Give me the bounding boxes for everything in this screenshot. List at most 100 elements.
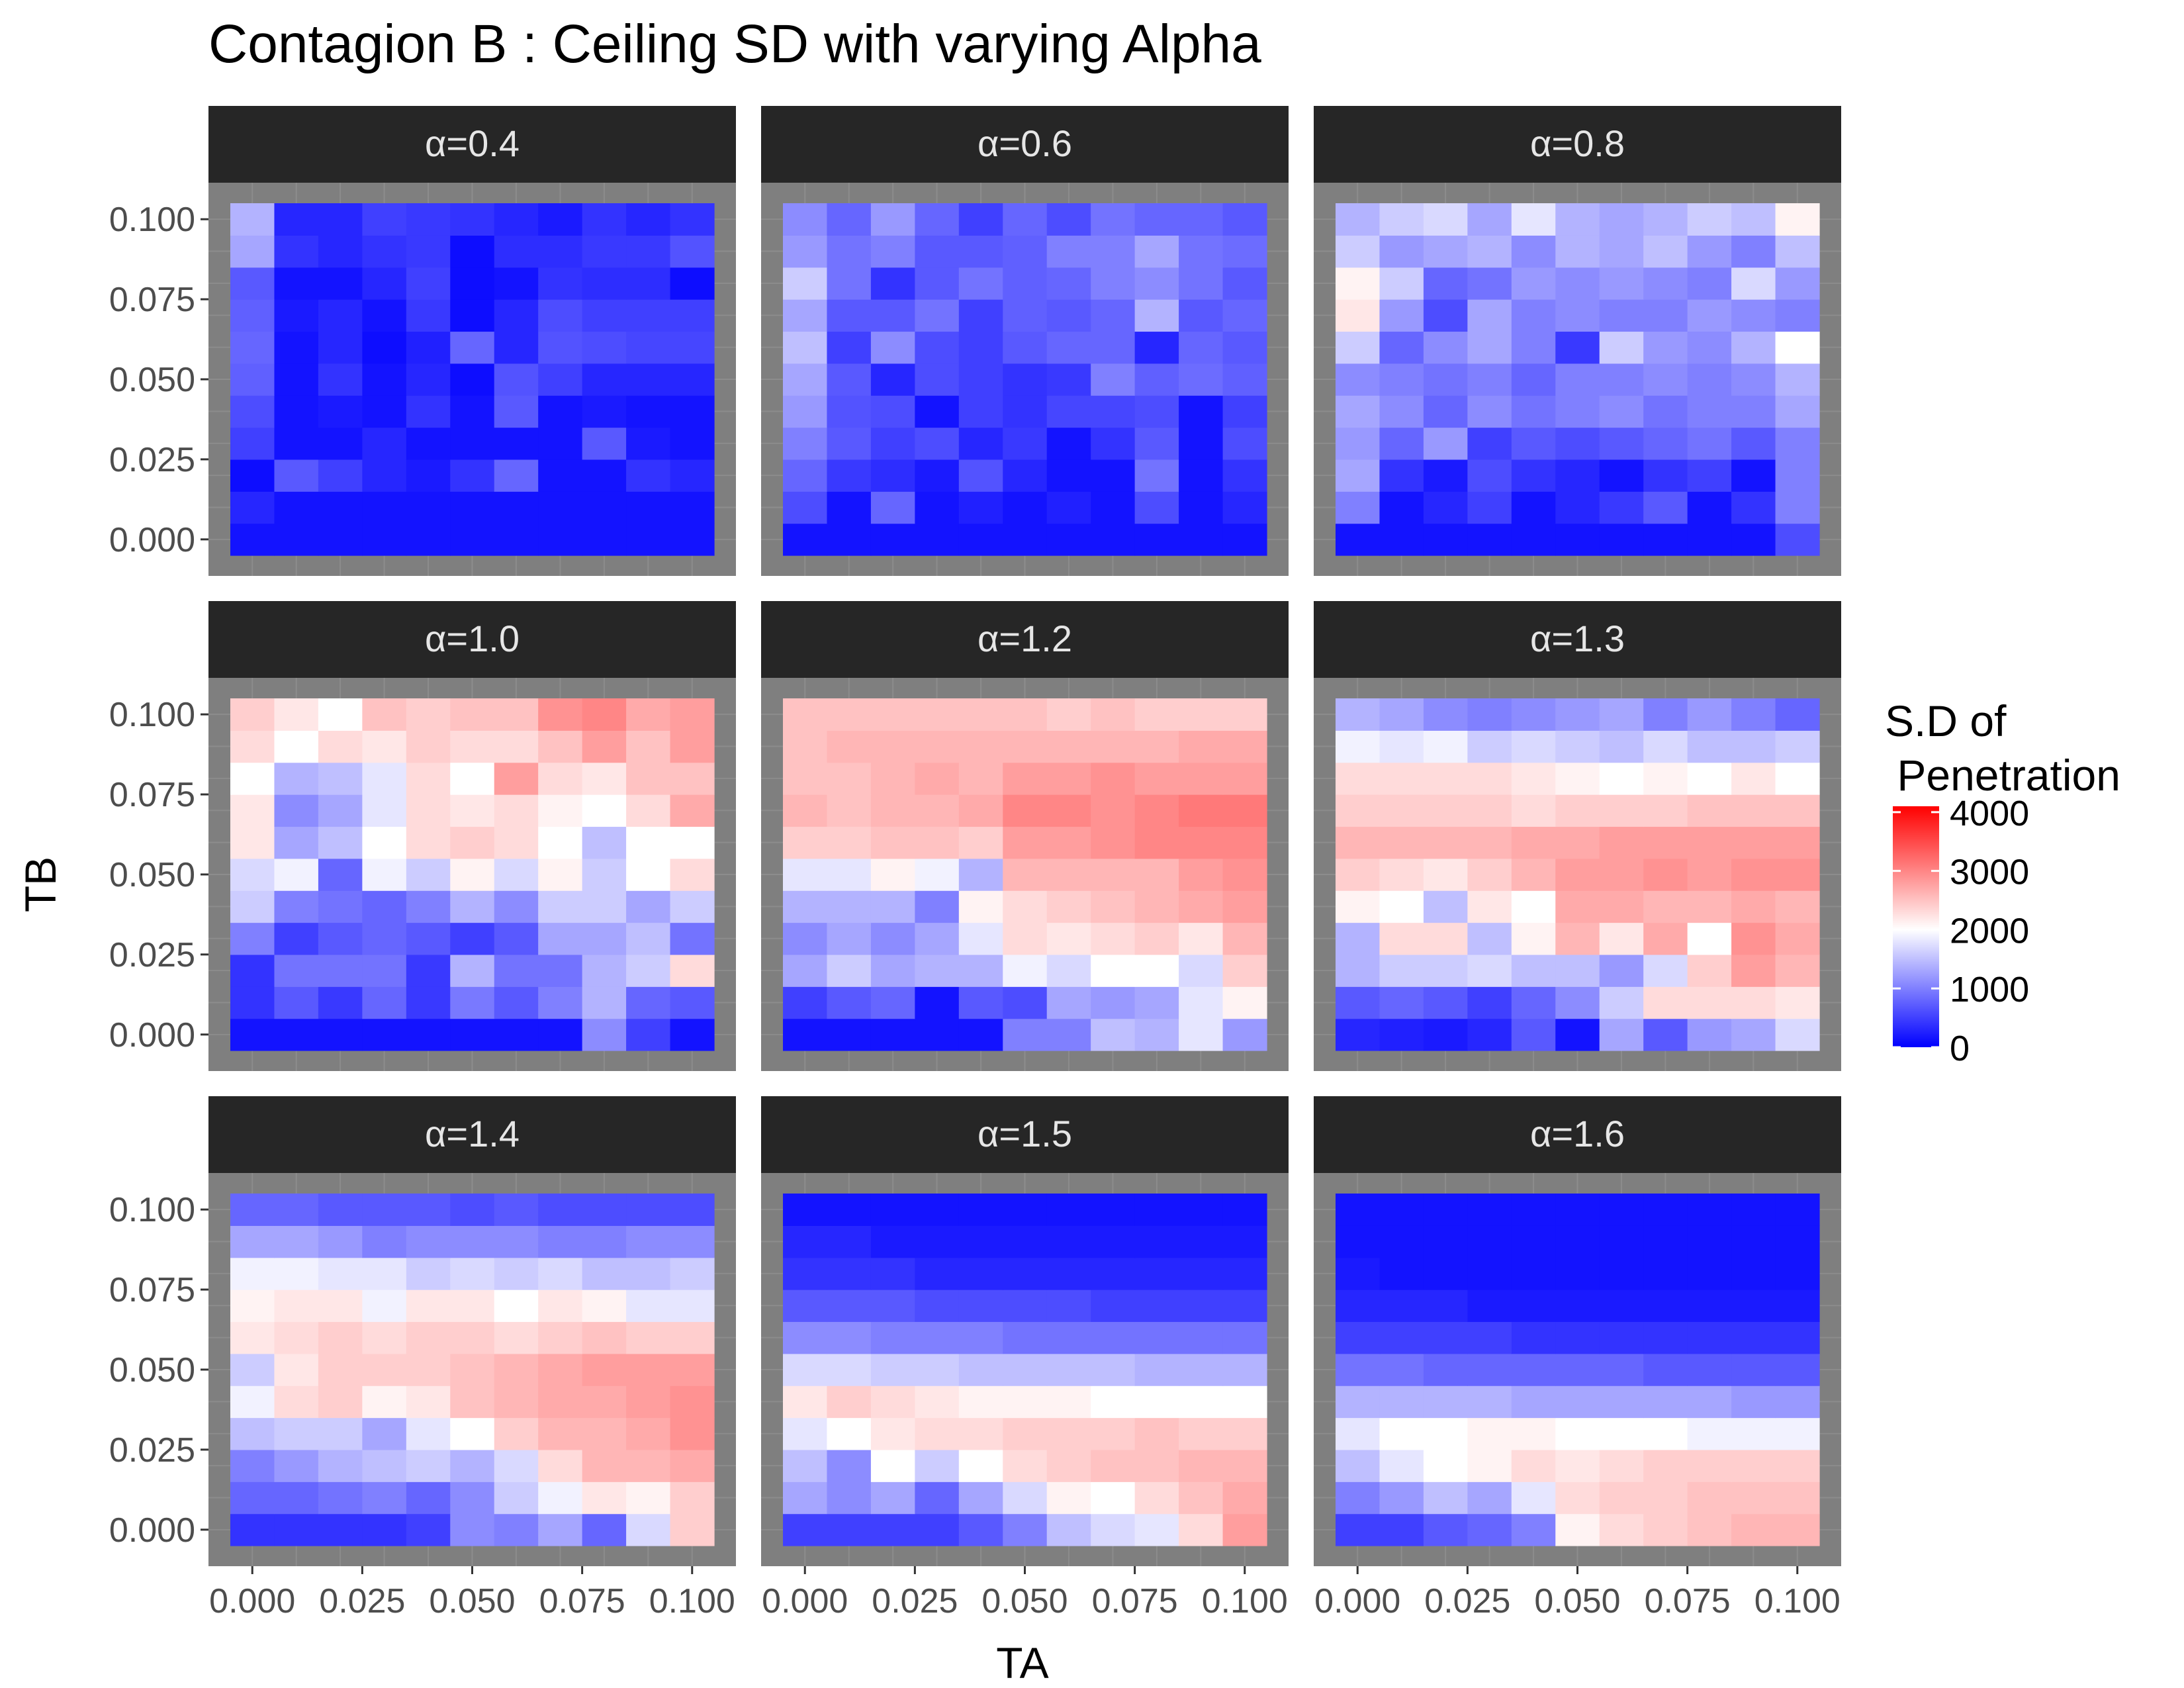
heatmap-cell bbox=[538, 1225, 583, 1258]
heatmap-cell bbox=[450, 858, 495, 891]
heatmap-cell bbox=[870, 762, 915, 795]
heatmap-cell bbox=[670, 1257, 715, 1290]
heatmap-cell bbox=[870, 203, 915, 236]
heatmap-cell bbox=[1336, 762, 1381, 795]
heatmap-cell bbox=[783, 299, 828, 332]
heatmap-cell bbox=[827, 954, 872, 987]
facet-strip bbox=[208, 601, 736, 678]
heatmap-cell bbox=[958, 363, 1003, 396]
heatmap-cell bbox=[626, 954, 671, 987]
y-tick-label: 0.100 bbox=[109, 696, 195, 734]
heatmap-cell bbox=[1336, 858, 1381, 891]
heatmap-cell bbox=[870, 922, 915, 955]
heatmap-cell bbox=[1179, 523, 1224, 556]
heatmap-cell bbox=[406, 730, 451, 763]
x-tick-label: 0.000 bbox=[209, 1582, 295, 1620]
heatmap-cell bbox=[274, 1449, 319, 1482]
heatmap-cell bbox=[827, 1513, 872, 1546]
heatmap-cell bbox=[494, 267, 539, 300]
heatmap-cell bbox=[958, 1481, 1003, 1515]
heatmap-cell bbox=[626, 890, 671, 923]
heatmap-cell bbox=[1046, 762, 1091, 795]
heatmap-cell bbox=[1336, 1481, 1381, 1515]
heatmap-cell bbox=[783, 235, 828, 268]
heatmap-cell bbox=[783, 986, 828, 1019]
heatmap-cell bbox=[494, 1481, 539, 1515]
heatmap-cell bbox=[783, 363, 828, 396]
heatmap-cell bbox=[958, 826, 1003, 859]
heatmap-cell bbox=[450, 1353, 495, 1386]
heatmap-cell bbox=[1731, 1353, 1776, 1386]
heatmap-cell bbox=[1423, 986, 1468, 1019]
heatmap-cell bbox=[406, 491, 451, 524]
heatmap-cell bbox=[362, 1449, 407, 1482]
heatmap-cell bbox=[827, 331, 872, 364]
legend-title-line2: Penetration bbox=[1885, 751, 2120, 800]
heatmap-cell bbox=[1423, 363, 1468, 396]
facet-strip-label: α=0.8 bbox=[1530, 122, 1625, 164]
heatmap-cell bbox=[1336, 1194, 1381, 1226]
heatmap-cell bbox=[1091, 730, 1136, 763]
heatmap-cell bbox=[1179, 395, 1224, 428]
heatmap-cell bbox=[915, 235, 960, 268]
heatmap-cell bbox=[1511, 427, 1556, 460]
heatmap-cell bbox=[915, 1417, 960, 1450]
heatmap-cell bbox=[1336, 331, 1381, 364]
heatmap-cell bbox=[827, 1321, 872, 1354]
heatmap-cell bbox=[1423, 1194, 1468, 1226]
x-tick-label: 0.100 bbox=[1202, 1582, 1288, 1620]
heatmap-cell bbox=[1134, 954, 1179, 987]
heatmap-cell bbox=[1222, 363, 1267, 396]
x-tick-label: 0.000 bbox=[762, 1582, 848, 1620]
heatmap-cell bbox=[494, 794, 539, 827]
heatmap-cell bbox=[1091, 331, 1136, 364]
heatmap-cell bbox=[1555, 331, 1600, 364]
heatmap-cell bbox=[870, 1018, 915, 1051]
heatmap-cell bbox=[1379, 331, 1424, 364]
facet-strip bbox=[1314, 601, 1841, 678]
heatmap-cell bbox=[1091, 1194, 1136, 1226]
chart-title: Contagion B : Ceiling SD with varying Al… bbox=[208, 14, 1261, 74]
legend-colorbar bbox=[1893, 806, 1939, 1047]
heatmap-cell bbox=[783, 1353, 828, 1386]
heatmap-cell bbox=[783, 730, 828, 763]
heatmap-cell bbox=[827, 1385, 872, 1419]
heatmap-cell bbox=[1336, 922, 1381, 955]
heatmap-cell bbox=[406, 235, 451, 268]
heatmap-cell bbox=[915, 762, 960, 795]
heatmap-cell bbox=[1643, 427, 1688, 460]
heatmap-cell bbox=[1379, 698, 1424, 731]
heatmap-cell bbox=[1775, 1018, 1820, 1051]
heatmap-cell bbox=[1511, 235, 1556, 268]
x-tick-label: 0.025 bbox=[872, 1582, 958, 1620]
heatmap-cell bbox=[1379, 235, 1424, 268]
heatmap-cell bbox=[1643, 523, 1688, 556]
heatmap-cell bbox=[1046, 730, 1091, 763]
heatmap-cell bbox=[1687, 1513, 1732, 1546]
heatmap-cell bbox=[1511, 1417, 1556, 1450]
heatmap-cell bbox=[1046, 1289, 1091, 1323]
heatmap-cell bbox=[1222, 1385, 1267, 1419]
heatmap-cell bbox=[406, 1513, 451, 1546]
heatmap-cell bbox=[1134, 1353, 1179, 1386]
heatmap-cell bbox=[783, 1289, 828, 1323]
heatmap-cell bbox=[318, 794, 363, 827]
heatmap-cell bbox=[670, 1321, 715, 1354]
heatmap-cell bbox=[1511, 986, 1556, 1019]
heatmap-cell bbox=[318, 698, 363, 731]
heatmap-cell bbox=[1511, 890, 1556, 923]
heatmap-cell bbox=[958, 267, 1003, 300]
heatmap-cell bbox=[1003, 331, 1048, 364]
heatmap-cell bbox=[1003, 858, 1048, 891]
facet-strip bbox=[1314, 106, 1841, 183]
heatmap-cell bbox=[1179, 1018, 1224, 1051]
heatmap-cell bbox=[494, 459, 539, 492]
heatmap-cell bbox=[626, 459, 671, 492]
heatmap-cell bbox=[318, 730, 363, 763]
heatmap-cell bbox=[670, 1289, 715, 1323]
heatmap-cell bbox=[1222, 762, 1267, 795]
heatmap-cell bbox=[1511, 1481, 1556, 1515]
heatmap-cell bbox=[318, 267, 363, 300]
heatmap-cell bbox=[582, 762, 627, 795]
heatmap-cell bbox=[1687, 523, 1732, 556]
